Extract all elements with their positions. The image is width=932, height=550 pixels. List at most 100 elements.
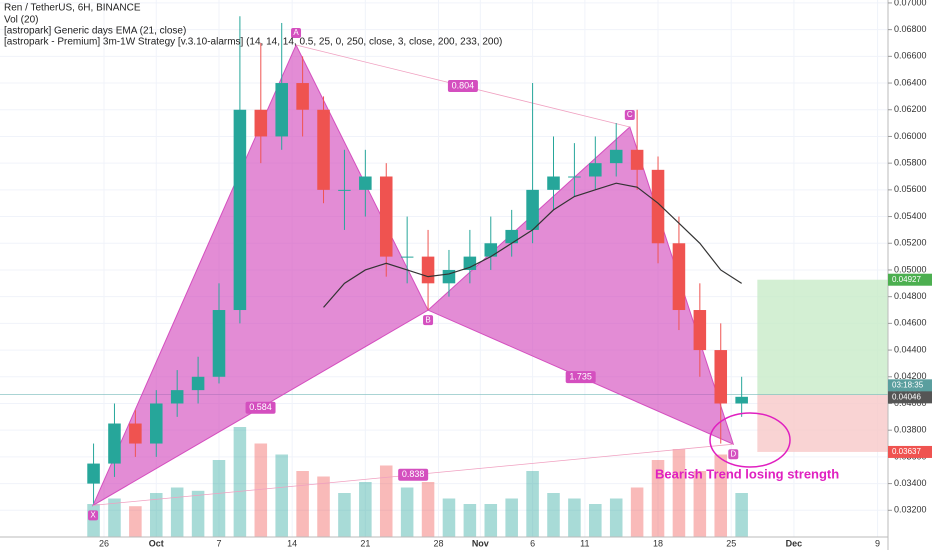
point-badge — [291, 27, 302, 38]
volume-bar — [233, 427, 247, 537]
x-tick-label: 18 — [653, 538, 663, 548]
volume-bar — [568, 498, 581, 537]
x-tick-label: 11 — [580, 538, 589, 548]
volume-bar — [317, 476, 330, 537]
x-tick-label: 9 — [875, 538, 880, 548]
y-tick-label: 0.03200 — [894, 505, 927, 515]
x-tick-label: 21 — [360, 538, 370, 548]
y-tick-label: 0.06000 — [894, 131, 927, 141]
point-badge — [728, 449, 739, 460]
y-tick-label: 0.07000 — [894, 0, 927, 7]
indicator-label: [astropark] Generic days EMA (21, close) — [4, 26, 186, 37]
volume-bar — [296, 471, 309, 537]
volume-bar — [505, 498, 518, 537]
y-tick-label: 0.05000 — [894, 264, 927, 274]
volume-bar — [463, 504, 477, 537]
candle-body — [129, 423, 142, 444]
candle-body — [233, 109, 247, 311]
candle-body — [254, 109, 268, 137]
point-badge — [88, 510, 99, 521]
volume-bar — [170, 487, 184, 537]
ratio-label: 1.735 — [569, 372, 592, 382]
candle-body — [317, 109, 330, 190]
point-badge — [423, 315, 434, 326]
ratio-badge — [245, 401, 276, 414]
candle-body — [735, 396, 748, 404]
candle-body — [421, 256, 435, 284]
x-tick-label: 28 — [434, 538, 444, 548]
candle-body — [359, 176, 372, 190]
x-tick-label: 26 — [99, 538, 109, 548]
candle-body — [296, 83, 309, 110]
volume-bar — [651, 460, 665, 537]
volume-bar — [87, 504, 100, 537]
volume-bar — [609, 498, 623, 537]
x-tick-label: 14 — [287, 538, 297, 548]
candle-body — [170, 390, 184, 404]
point-label: A — [293, 28, 299, 37]
y-tick-label: 0.06200 — [894, 104, 927, 114]
candle-body — [108, 423, 121, 464]
x-tick-label: Nov — [472, 538, 489, 548]
x-tick-label: Oct — [149, 538, 164, 548]
chart-title: Ren / TetherUS, 6H, BINANCE — [4, 3, 141, 14]
candle-body — [379, 176, 393, 257]
candle-body — [651, 169, 665, 244]
indicator-label: Vol (20) — [4, 15, 38, 26]
sl-label-bg — [888, 445, 932, 458]
y-tick-label: 0.06600 — [894, 51, 927, 61]
last-price-label-bg — [888, 391, 932, 404]
point-badge — [624, 109, 635, 120]
candle-body — [212, 310, 226, 377]
y-tick-label: 0.04200 — [894, 371, 927, 381]
y-tick-label: 0.05200 — [894, 238, 927, 248]
countdown: 03:18:35 — [892, 380, 924, 389]
candle-body — [589, 163, 602, 177]
y-tick-label: 0.04800 — [894, 291, 927, 301]
candle-body — [275, 83, 288, 137]
volume-bar — [150, 493, 163, 537]
volume-bar — [547, 493, 560, 537]
ratio-badge — [398, 468, 429, 481]
volume-bar — [108, 498, 121, 537]
candle-body — [630, 149, 644, 170]
candle-body — [338, 189, 351, 191]
sl-label: 0.03637 — [892, 447, 921, 456]
ratio-label: 0.804 — [452, 80, 475, 90]
ratio-badge — [447, 79, 478, 92]
volume-bar — [442, 498, 456, 537]
candle-body — [568, 176, 581, 178]
x-tick-label: 7 — [216, 538, 221, 548]
y-tick-label: 0.05800 — [894, 158, 927, 168]
tp-label-bg — [888, 273, 932, 286]
volume-bar — [400, 487, 414, 537]
volume-bar — [589, 504, 602, 537]
volume-bar — [693, 471, 707, 537]
y-tick-label: 0.06800 — [894, 24, 927, 34]
candle-body — [693, 310, 707, 351]
candle-body — [484, 243, 498, 257]
volume-bar — [526, 471, 539, 537]
candle-body — [191, 376, 205, 391]
point-label: B — [425, 315, 430, 324]
volume-bar — [338, 493, 351, 537]
volume-bar — [129, 506, 142, 537]
y-tick-label: 0.03800 — [894, 425, 927, 435]
candle-body — [400, 256, 414, 258]
y-tick-label: 0.06400 — [894, 77, 927, 87]
candle-body — [87, 463, 100, 484]
ratio-label: 0.838 — [402, 469, 425, 479]
volume-bar — [630, 487, 644, 537]
point-label: C — [627, 110, 633, 119]
stop-loss-zone — [757, 394, 888, 452]
y-tick-label: 0.05600 — [894, 184, 927, 194]
annotation: Bearish Trend losing strength — [655, 466, 839, 481]
candle-body — [547, 176, 560, 190]
tp-label: 0.04927 — [892, 275, 921, 284]
candle-body — [150, 403, 163, 444]
volume-bar — [714, 454, 728, 537]
volume-bar — [672, 449, 686, 537]
volume-bar — [359, 482, 372, 537]
candle-body — [609, 149, 623, 164]
